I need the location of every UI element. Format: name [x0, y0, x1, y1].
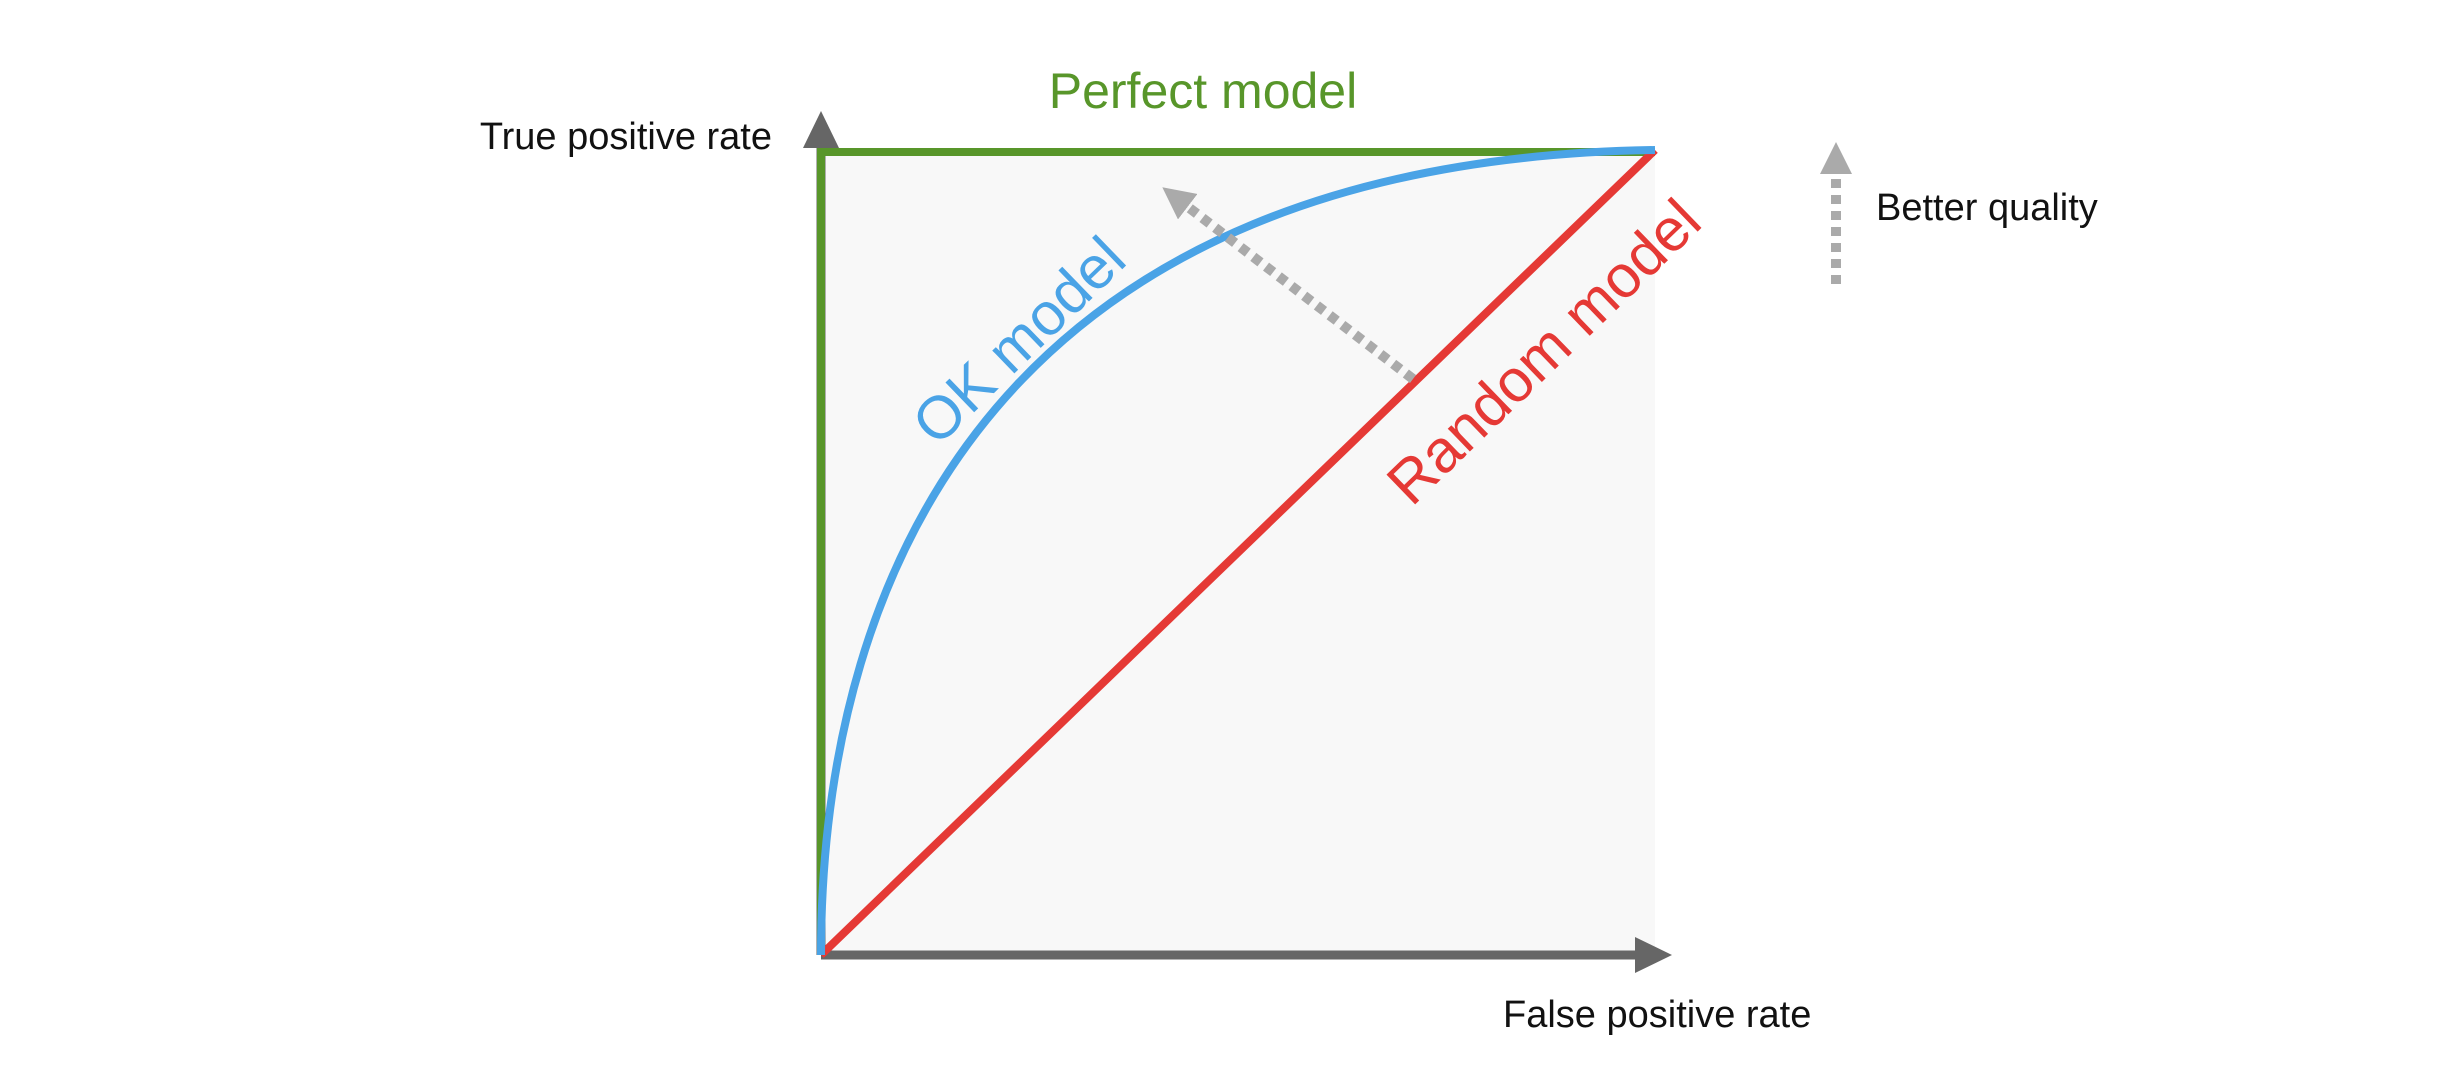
- x-axis-head: [1635, 937, 1672, 973]
- legend-label: Better quality: [1876, 187, 2098, 229]
- y-axis-head: [803, 111, 839, 148]
- perfect-curve: [817, 148, 1655, 955]
- x-axis-label: False positive rate: [1503, 994, 1811, 1036]
- ok-curve: [817, 146, 1656, 956]
- random-curve: [818, 147, 1658, 958]
- perfect-label: Perfect model: [1049, 63, 1357, 119]
- improvement-arrow: [1162, 187, 1417, 383]
- y-axis-label: True positive rate: [480, 116, 772, 158]
